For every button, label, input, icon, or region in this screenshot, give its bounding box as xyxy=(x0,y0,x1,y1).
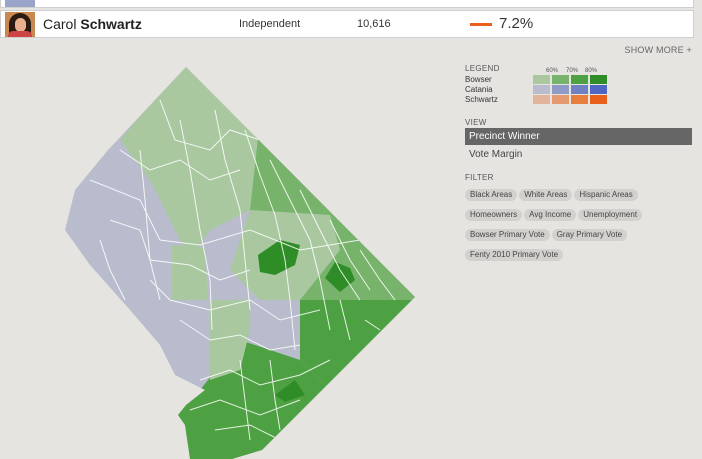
bowser-precinct-strong-1[interactable] xyxy=(258,240,300,275)
candidate-photo-schwartz xyxy=(5,12,35,37)
filter-chip-bowser-primary-vote[interactable]: Bowser Primary Vote xyxy=(465,229,550,241)
legend-swatch xyxy=(552,75,569,84)
view-option-precinct-winner[interactable]: Precinct Winner xyxy=(465,128,692,145)
bowser-region-east[interactable] xyxy=(300,300,420,390)
candidate-row-previous xyxy=(0,0,694,8)
legend-swatch xyxy=(571,85,588,94)
legend-swatch xyxy=(533,85,550,94)
legend-label: Bowser xyxy=(465,75,492,84)
legend-swatch xyxy=(533,75,550,84)
filter-chip-homeowners[interactable]: Homeowners xyxy=(465,209,523,221)
filter-chip-black-areas[interactable]: Black Areas xyxy=(465,189,518,201)
candidate-name: Carol Schwartz xyxy=(43,16,142,32)
legend-swatch xyxy=(590,75,607,84)
legend-swatch xyxy=(590,95,607,104)
show-more-link[interactable]: SHOW MORE + xyxy=(624,45,692,55)
filter-chip-white-areas[interactable]: White Areas xyxy=(519,189,573,201)
filter-title: FILTER xyxy=(465,173,494,182)
bowser-region-north-light[interactable] xyxy=(120,60,260,260)
filter-chip-unemployment[interactable]: Unemployment xyxy=(578,209,643,221)
legend-swatch xyxy=(552,95,569,104)
candidate-party: Independent xyxy=(239,18,301,30)
candidate-percent: 7.2% xyxy=(499,15,534,32)
candidate-photo xyxy=(5,0,35,7)
bowser-precinct-strong-3[interactable] xyxy=(275,380,305,402)
filter-chip-avg-income[interactable]: Avg Income xyxy=(524,209,577,221)
legend-scale-80: 80% xyxy=(585,68,598,74)
filter-chip-gray-primary-vote[interactable]: Gray Primary Vote xyxy=(551,229,628,241)
candidate-percent-bar xyxy=(470,23,492,26)
legend-label: Catania xyxy=(465,85,493,94)
legend-scale-70: 70% xyxy=(566,68,579,74)
legend-label: Schwartz xyxy=(465,95,498,104)
legend-swatch xyxy=(552,85,569,94)
legend-swatch xyxy=(533,95,550,104)
precinct-borders xyxy=(89,99,396,441)
candidate-votes: 10,616 xyxy=(357,18,391,30)
filter-chip-group: Black Areas White Areas Hispanic Areas Home… xyxy=(465,184,697,264)
filter-chip-fenty-2010-primary-vote[interactable]: Fenty 2010 Primary Vote xyxy=(465,249,564,261)
legend-scale-60: 60% xyxy=(546,68,559,74)
legend-title: LEGEND xyxy=(465,64,500,73)
view-option-vote-margin[interactable]: Vote Margin xyxy=(469,149,523,160)
filter-chip-hispanic-areas[interactable]: Hispanic Areas xyxy=(574,189,638,201)
bowser-precinct-strong-2[interactable] xyxy=(325,262,355,292)
legend-swatch xyxy=(571,75,588,84)
bowser-precinct-west-1[interactable] xyxy=(172,245,208,300)
candidate-row-schwartz: Carol Schwartz Independent 10,616 7.2% xyxy=(0,10,694,38)
view-title: VIEW xyxy=(465,118,487,127)
legend-swatch xyxy=(590,85,607,94)
legend-swatch xyxy=(571,95,588,104)
